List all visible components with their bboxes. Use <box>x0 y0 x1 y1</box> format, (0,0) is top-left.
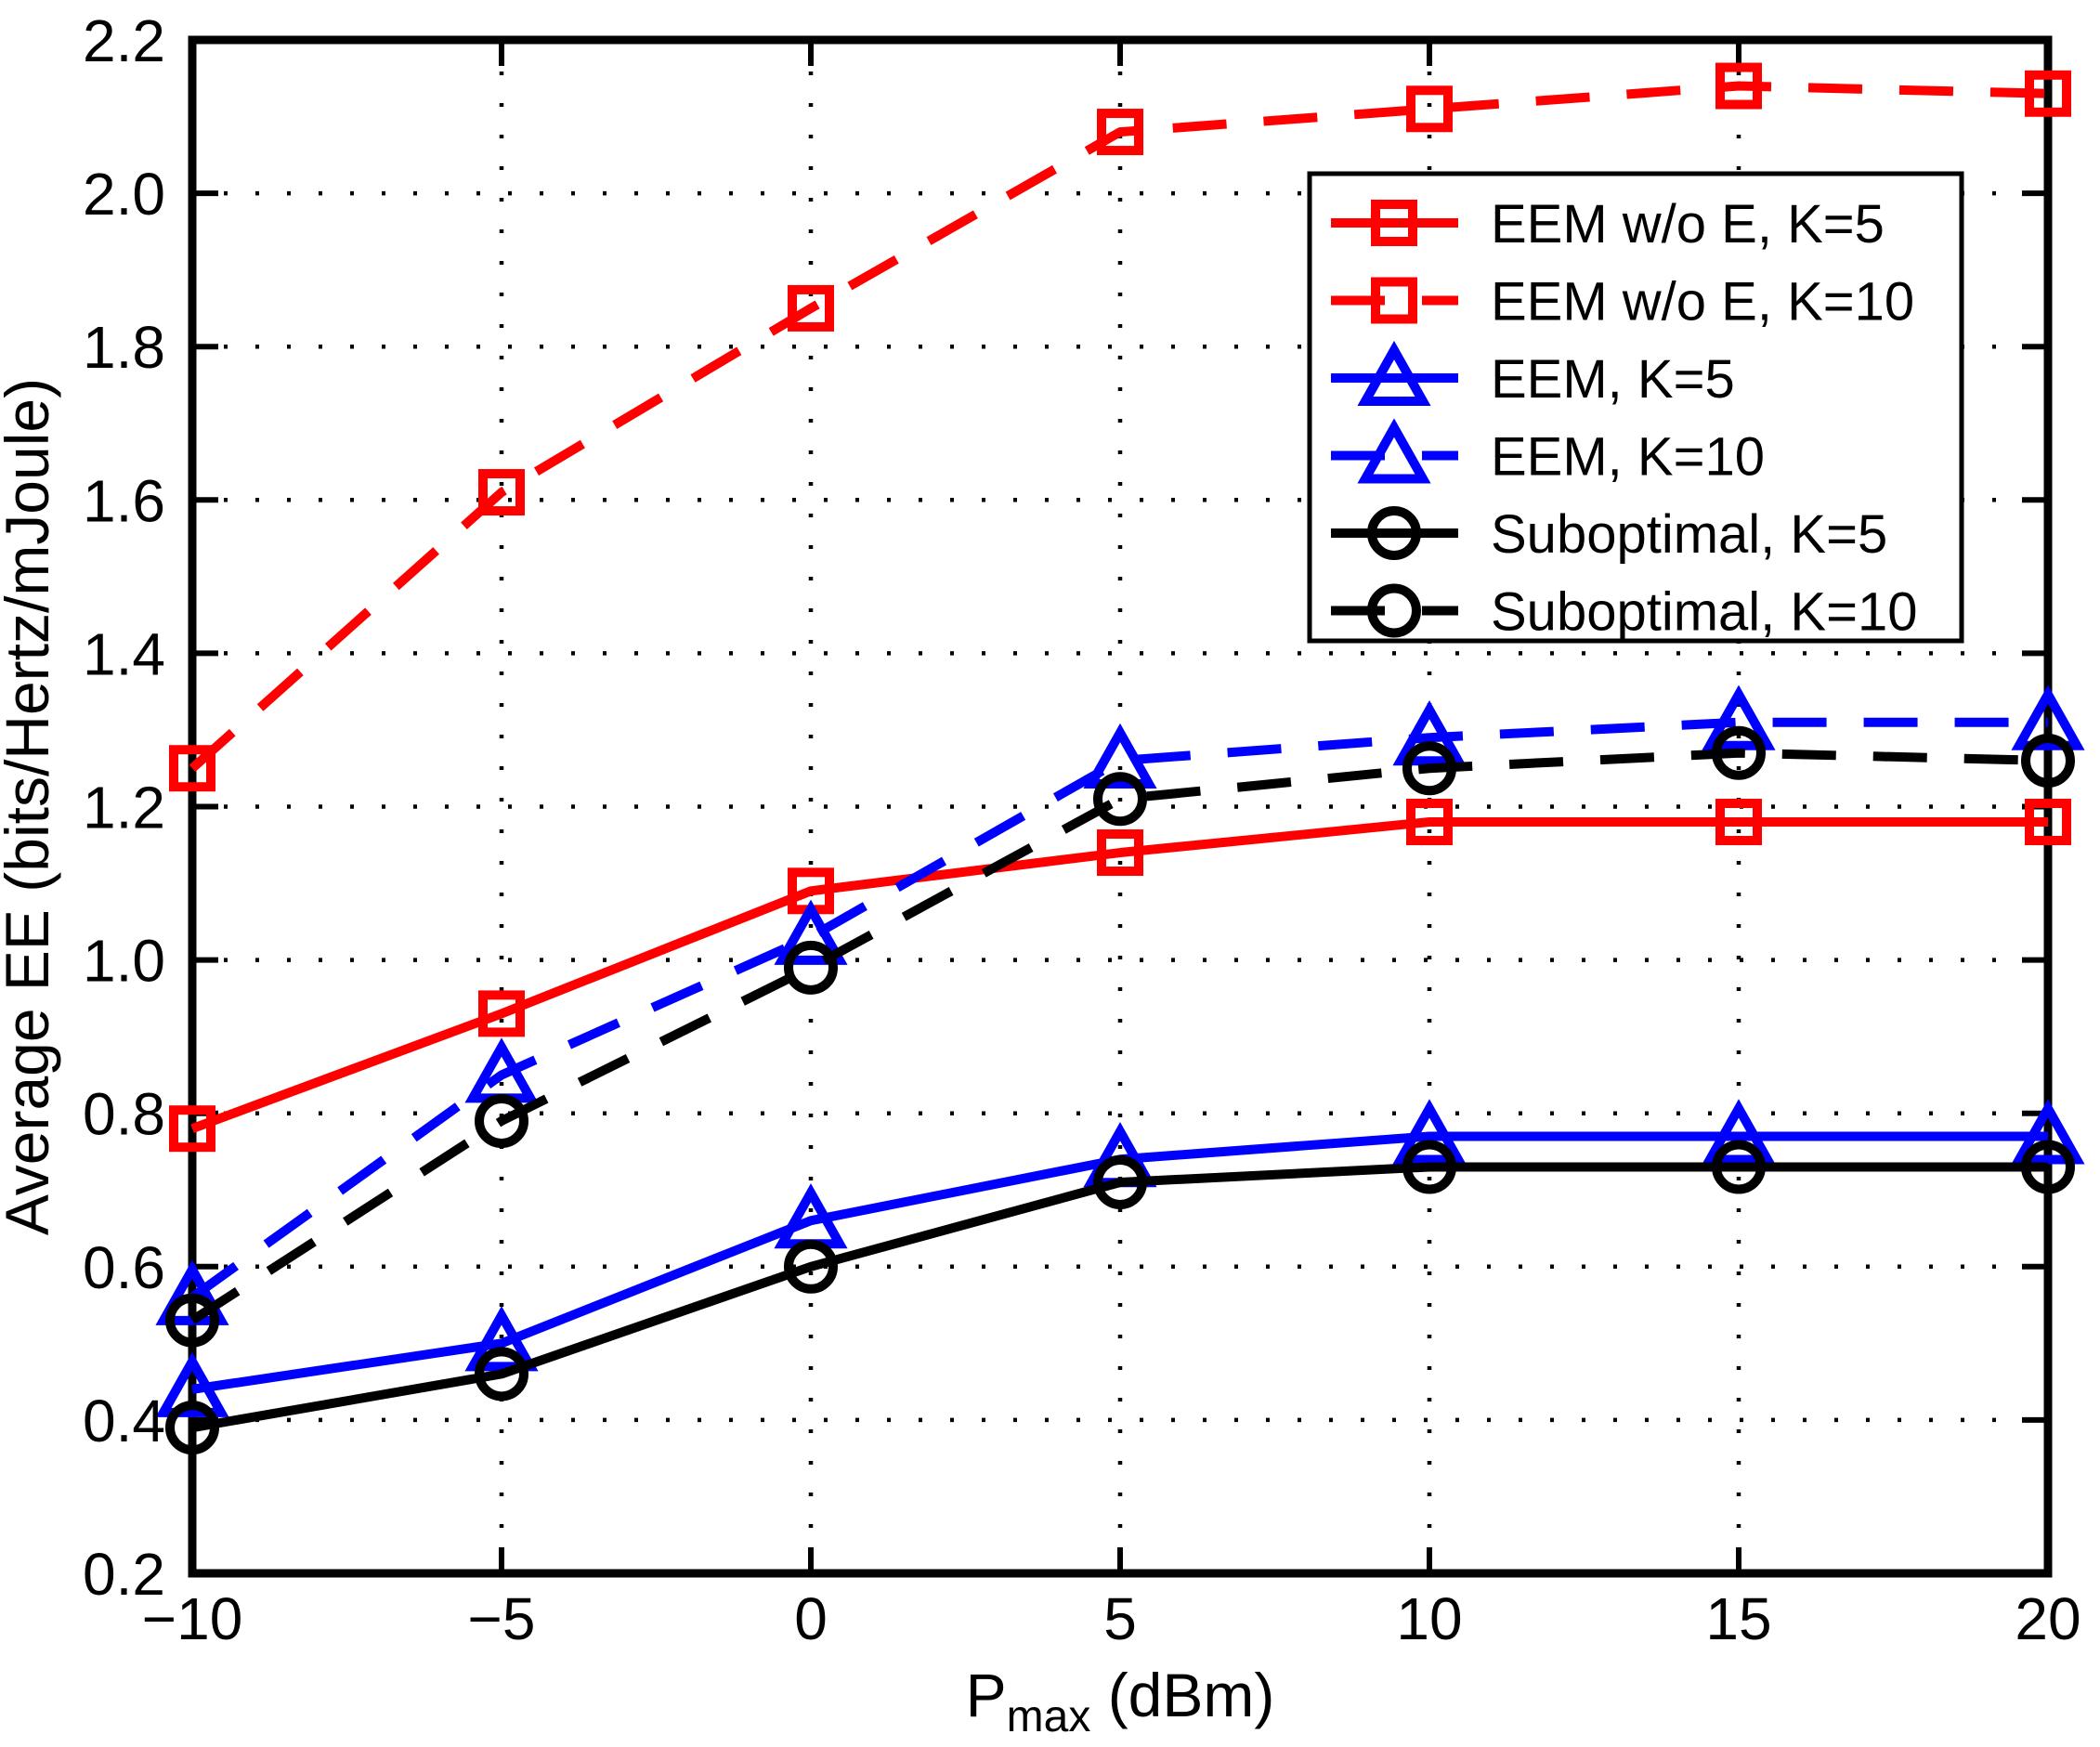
series-3-marker-icon <box>1083 723 1157 789</box>
legend-marker-0-icon <box>1371 200 1417 246</box>
legend-marker-3-icon <box>1357 418 1431 484</box>
legend-item-label: Suboptimal, K=5 <box>1491 504 1887 565</box>
series-5-marker-icon <box>165 1293 219 1348</box>
series-4-marker-icon <box>475 1347 528 1402</box>
legend-item-label: EEM w/o E, K=10 <box>1491 271 1914 332</box>
series-2-marker-icon <box>155 1351 229 1417</box>
y-tick-label: 1.4 <box>83 620 165 687</box>
legend-item-label: EEM, K=10 <box>1491 426 1765 487</box>
series-4-marker-icon <box>1402 1140 1456 1194</box>
series-0-marker-icon <box>1097 829 1143 877</box>
y-tick-label: 1.2 <box>83 775 165 841</box>
y-tick-label: 1.8 <box>83 314 165 381</box>
y-tick-label: 0.2 <box>83 1541 165 1608</box>
y-tick-label: 1.0 <box>83 928 165 995</box>
series-5-marker-icon <box>784 940 838 995</box>
series-0-marker-icon <box>2025 799 2071 846</box>
series-3-marker-icon <box>774 899 848 965</box>
x-tick-label: 10 <box>1396 1585 1462 1652</box>
legend-item-label: EEM, K=5 <box>1491 349 1735 410</box>
legend-marker-1-icon <box>1371 277 1417 324</box>
x-tick-label: 20 <box>2015 1585 2080 1652</box>
y-tick-label: 2.0 <box>83 161 165 228</box>
legend-marker-5-icon <box>1367 583 1421 638</box>
series-1-marker-icon <box>478 469 525 516</box>
series-0-marker-icon <box>169 1105 215 1153</box>
series-1-marker-icon <box>788 284 834 332</box>
series-0-marker-icon <box>1715 799 1762 846</box>
series-2-marker-icon <box>1702 1099 1776 1165</box>
x-tick-label: 15 <box>1705 1585 1771 1652</box>
y-tick-label: 2.2 <box>83 7 165 74</box>
series-1-marker-icon <box>169 745 215 792</box>
series-4-marker-icon <box>2021 1140 2075 1194</box>
series-2-marker-icon <box>2011 1099 2085 1165</box>
y-tick-label: 0.4 <box>83 1388 165 1454</box>
series-line-0 <box>190 817 2048 1133</box>
series-1-marker-icon <box>1097 109 1143 156</box>
series-0-marker-icon <box>478 990 525 1037</box>
x-axis-label: Pmax (dBm) <box>966 1661 1275 1741</box>
series-line-3 <box>189 717 2048 1301</box>
series-line-5 <box>189 748 2049 1324</box>
series-3-marker-icon <box>1392 700 1467 766</box>
y-tick-label: 0.8 <box>83 1081 165 1148</box>
series-4-marker-icon <box>165 1401 219 1455</box>
series-4-marker-icon <box>1712 1140 1766 1194</box>
legend-item-label: Suboptimal, K=10 <box>1491 581 1917 642</box>
series-4-marker-icon <box>1093 1154 1147 1209</box>
legend-item-label: EEM w/o E, K=5 <box>1491 194 1885 254</box>
series-5-marker-icon <box>1712 725 1766 780</box>
series-2-marker-icon <box>464 1306 539 1372</box>
legend-box <box>1307 171 1964 644</box>
series-2-marker-icon <box>1392 1099 1467 1165</box>
series-5-marker-icon <box>1402 741 1456 796</box>
y-tick-label: 0.6 <box>83 1234 165 1301</box>
x-tick-label: 0 <box>794 1585 828 1652</box>
series-5-marker-icon <box>475 1093 528 1148</box>
series-line-4 <box>191 1162 2048 1433</box>
series-5-marker-icon <box>1093 772 1147 827</box>
series-1-marker-icon <box>2025 70 2071 117</box>
series-5-marker-icon <box>2021 733 2075 788</box>
y-tick-label: 1.6 <box>83 467 165 534</box>
x-tick-label: 5 <box>1103 1585 1137 1652</box>
x-tick-label: −10 <box>142 1585 243 1652</box>
legend-marker-4-icon <box>1367 506 1421 560</box>
series-3-marker-icon <box>1702 684 1776 750</box>
series-0-marker-icon <box>1406 799 1453 846</box>
series-1-marker-icon <box>1715 62 1762 110</box>
series-4-marker-icon <box>784 1239 838 1294</box>
series-3-marker-icon <box>2011 684 2085 750</box>
y-axis-label: Average EE (bits/Hertz/mJoule) <box>0 378 61 1235</box>
series-1-marker-icon <box>1406 85 1453 133</box>
series-line-2 <box>191 1131 2048 1394</box>
series-3-marker-icon <box>155 1259 229 1325</box>
x-tick-label: −5 <box>468 1585 536 1652</box>
series-line-1 <box>189 81 2049 772</box>
legend-marker-2-icon <box>1357 340 1431 406</box>
